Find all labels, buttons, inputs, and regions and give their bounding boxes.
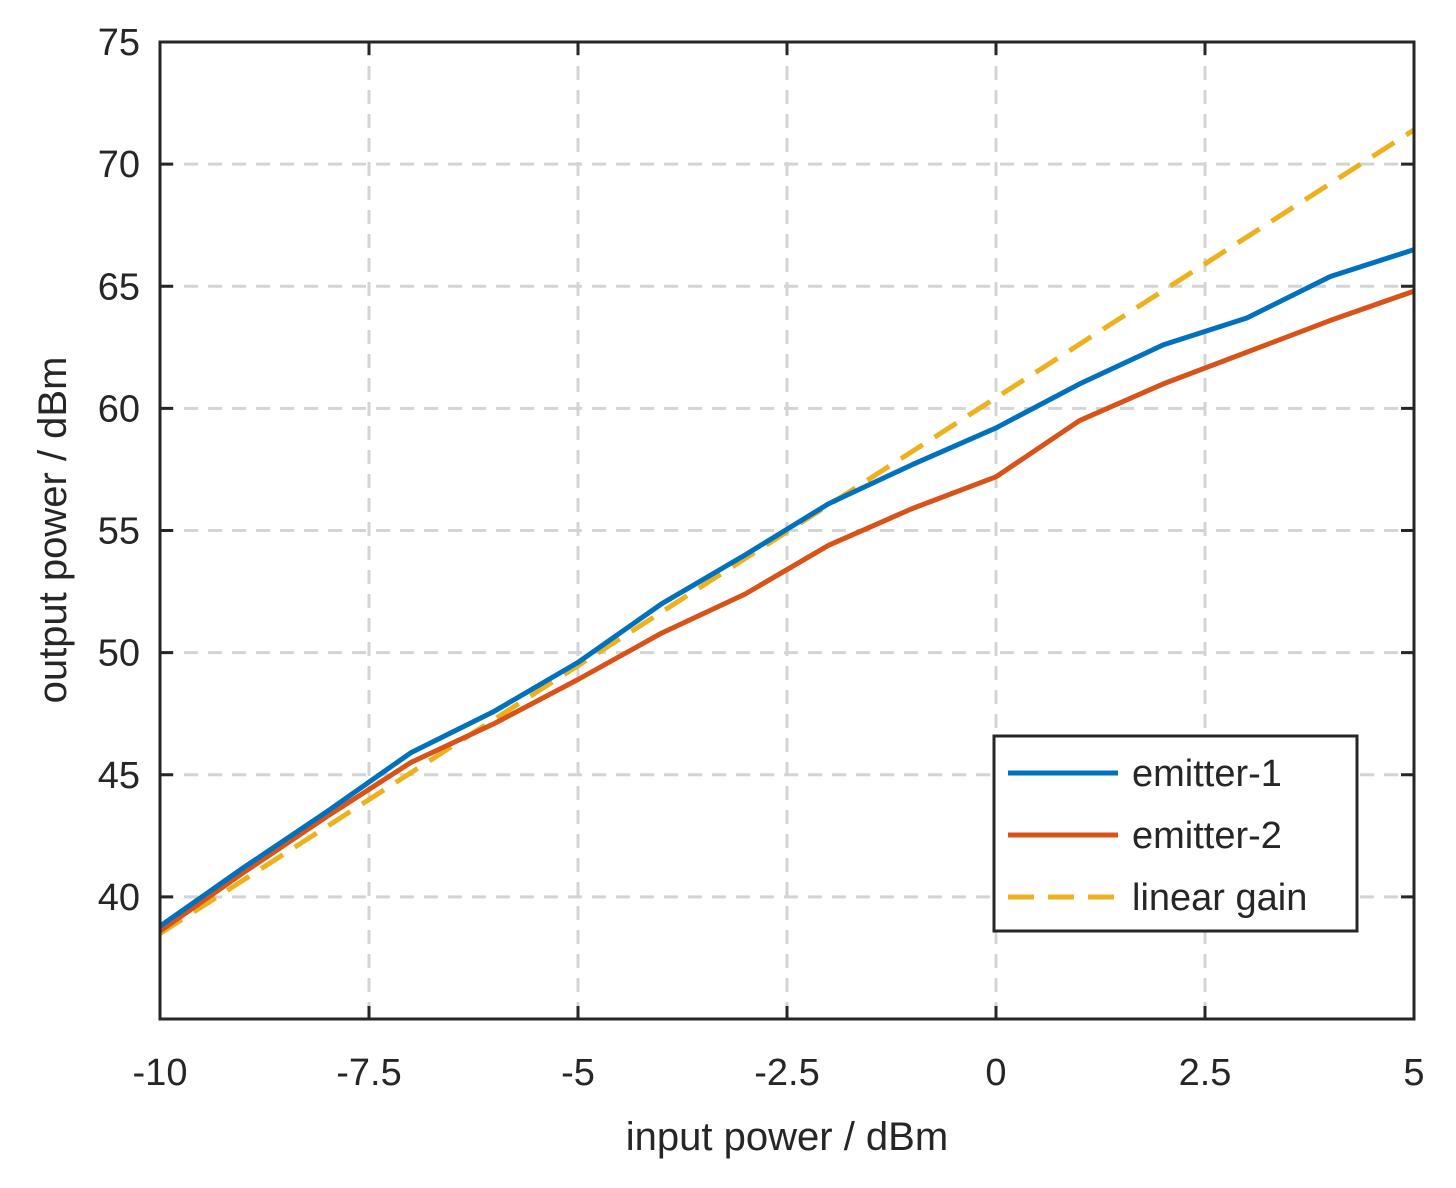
x-tick-label: 2.5: [1179, 1052, 1232, 1094]
x-tick-label: -7.5: [336, 1052, 401, 1094]
legend: emitter-1 emitter-2 linear gain: [992, 734, 1359, 933]
x-tick-label: -2.5: [754, 1052, 819, 1094]
y-tick-label: 55: [98, 511, 140, 553]
series-lines: [158, 127, 1416, 936]
legend-label-emitter-1: emitter-1: [1132, 753, 1282, 795]
x-tick-label: -5: [561, 1052, 595, 1094]
x-tick-label: -10: [133, 1052, 188, 1094]
y-axis-title: output power / dBm: [31, 357, 75, 704]
x-tick-label: 5: [1403, 1052, 1424, 1094]
x-axis-title: input power / dBm: [626, 1115, 948, 1159]
axis-ticks: [158, 40, 1416, 1019]
series-line-emitter-1: [158, 247, 1415, 929]
y-tick-label: 65: [98, 266, 140, 308]
legend-label-emitter-2: emitter-2: [1132, 815, 1282, 857]
y-tick-label: 60: [98, 388, 140, 430]
x-tick-label: 0: [985, 1052, 1006, 1094]
y-tick-label: 40: [98, 877, 140, 919]
y-tick-label: 45: [98, 755, 140, 797]
legend-label-linear-gain: linear gain: [1132, 877, 1307, 919]
y-tick-label: 75: [98, 22, 140, 64]
y-tick-label: 70: [98, 144, 140, 186]
tick-labels: -10 -7.5 -5 -2.5 0 2.5 5 40 45 50 55 60 65 70 75: [98, 22, 1425, 1094]
series-line-emitter-2: [158, 288, 1415, 934]
y-tick-label: 50: [98, 633, 140, 675]
